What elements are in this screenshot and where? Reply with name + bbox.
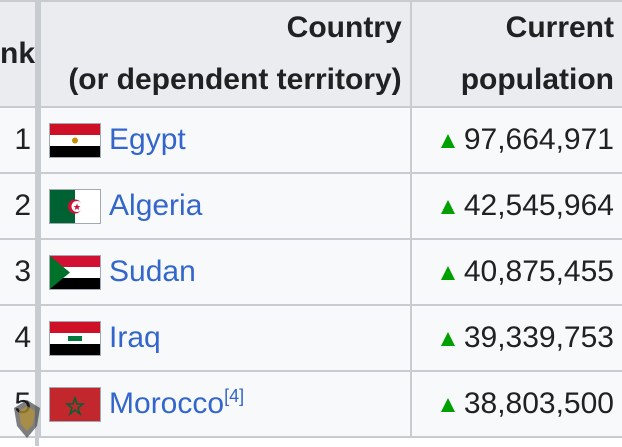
country-cell: Iraq (39, 304, 412, 372)
population-cell: ▲ 97,664,971 (409, 106, 622, 174)
reference-link[interactable]: [4] (224, 386, 245, 407)
watermark-emblem-icon (10, 398, 44, 442)
country-header-line1: Country (286, 11, 402, 44)
sudan-flag-icon[interactable] (49, 254, 102, 290)
rank-cell: 2 (0, 172, 42, 240)
country-cell: Sudan (39, 238, 412, 306)
country-cell: Morocco[4] (39, 370, 412, 438)
table-row: 2 Algeria ▲ 42,545,964 (0, 172, 622, 240)
morocco-flag-icon[interactable] (49, 386, 102, 422)
population-header[interactable]: Current population (409, 0, 622, 108)
population-cell: ▲ 38,803,500 (409, 370, 622, 438)
increase-triangle-icon: ▲ (436, 390, 460, 418)
rank-header[interactable]: nk (0, 0, 42, 108)
population-table: nk Country (or dependent territory) Curr… (0, 0, 622, 438)
iraq-flag-icon[interactable] (49, 320, 102, 356)
increase-triangle-icon: ▲ (436, 192, 460, 220)
table-row: 3 Sudan ▲ 40,875,455 (0, 238, 622, 306)
country-header-line2: (or dependent territory) (68, 63, 402, 96)
population-header-line1: Current (505, 11, 614, 44)
increase-triangle-icon: ▲ (436, 324, 460, 352)
population-value: 97,664,971 (463, 123, 614, 157)
country-header[interactable]: Country (or dependent territory) (39, 0, 412, 108)
country-link[interactable]: Egypt (109, 123, 186, 157)
population-cell: ▲ 39,339,753 (409, 304, 622, 372)
country-cell: Egypt (39, 106, 412, 174)
table-row: 5 Morocco[4] ▲38,803,500 (0, 370, 622, 438)
population-value: 39,339,753 (463, 321, 614, 355)
country-link[interactable]: Morocco[4] (109, 387, 244, 420)
column-divider (35, 0, 39, 446)
population-cell: ▲ 40,875,455 (409, 238, 622, 306)
population-header-line2: population (460, 63, 614, 96)
increase-triangle-icon: ▲ (436, 126, 460, 154)
country-link[interactable]: Algeria (109, 189, 203, 223)
population-value: 40,875,455 (463, 255, 614, 289)
egypt-flag-icon[interactable] (49, 122, 102, 158)
rank-cell: 1 (0, 106, 42, 174)
increase-triangle-icon: ▲ (436, 258, 460, 286)
country-link[interactable]: Sudan (109, 255, 196, 289)
algeria-flag-icon[interactable] (49, 188, 102, 224)
rank-cell: 3 (0, 238, 42, 306)
population-value: 38,803,500 (463, 387, 614, 421)
population-cell: ▲ 42,545,964 (409, 172, 622, 240)
table-row: 4 Iraq ▲ 39,339,753 (0, 304, 622, 372)
table-row: 1 Egypt ▲ 97,664,971 (0, 106, 622, 174)
rank-cell: 4 (0, 304, 42, 372)
country-name: Morocco (109, 387, 225, 421)
population-value: 42,545,964 (463, 189, 614, 223)
country-link[interactable]: Iraq (109, 321, 161, 355)
country-cell: Algeria (39, 172, 412, 240)
